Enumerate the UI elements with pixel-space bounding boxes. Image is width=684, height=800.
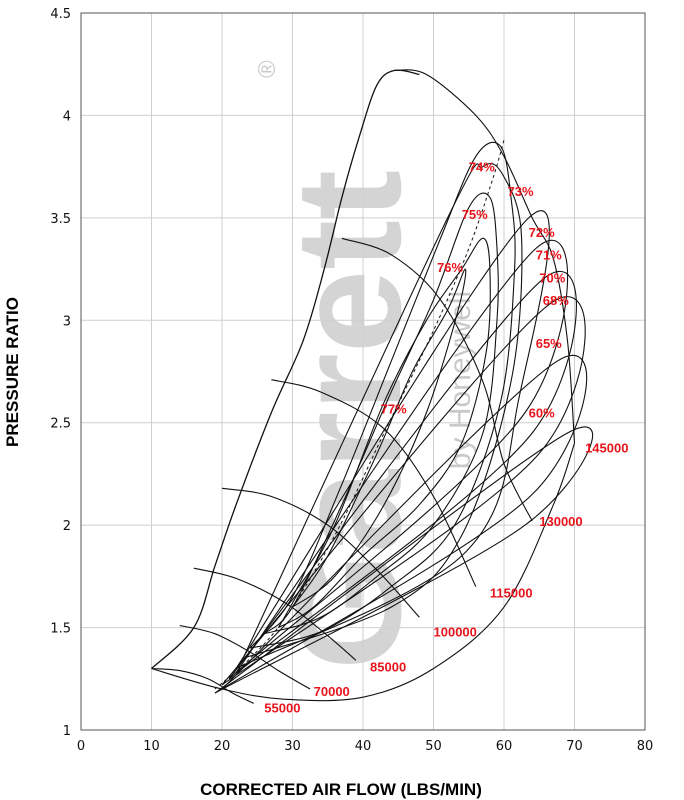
max-efficiency-path (214, 139, 505, 690)
speed-label-145000: 145000 (585, 440, 628, 455)
efficiency-label-77pct: 77% (381, 401, 407, 416)
axis-ticks: 0 10 20 30 40 50 60 70 80 1 1.5 2 2.5 3 3.5 4 4.5 (50, 7, 653, 754)
efficiency-label-70pct: 70% (539, 270, 565, 285)
x-tick-label: 50 (425, 739, 442, 754)
map-curves (151, 69, 594, 704)
speed-line-145000 (394, 69, 576, 444)
speed-label-115000: 115000 (490, 586, 533, 601)
y-tick-label: 1.5 (50, 622, 71, 637)
efficiency-label-71pct: 71% (536, 248, 562, 263)
x-axis-title: CORRECTED AIR FLOW (LBS/MIN) (200, 780, 482, 799)
efficiency-label-76pct: 76% (437, 260, 463, 275)
y-tick-label: 2 (63, 519, 71, 534)
x-tick-label: 0 (77, 739, 85, 754)
efficiency-island-65pct (221, 354, 588, 690)
speed-line-55000 (151, 667, 254, 704)
speed-line-85000 (193, 567, 357, 661)
x-tick-label: 30 (284, 739, 301, 754)
y-tick-label: 1 (63, 724, 71, 739)
speed-line-115000 (271, 379, 477, 587)
efficiency-island-77pct (292, 268, 467, 608)
y-tick-label: 3 (63, 314, 71, 329)
efficiency-island-73pct (242, 163, 523, 659)
x-tick-label: 60 (496, 739, 513, 754)
speed-label-130000: 130000 (539, 514, 582, 529)
efficiency-label-65pct: 65% (536, 336, 562, 351)
watermark-registered: ® (254, 60, 281, 78)
speed-line-70000 (179, 624, 311, 690)
map-labels: 55000 70000 85000 100000 115000 130000 145000 7… (264, 160, 628, 716)
speed-label-100000: 100000 (434, 625, 477, 640)
efficiency-label-74pct: 74% (469, 160, 495, 175)
y-tick-label: 4.5 (50, 7, 71, 22)
speed-line-100000 (221, 487, 420, 618)
y-tick-label: 4 (63, 109, 71, 124)
efficiency-island-60pct (214, 426, 594, 694)
efficiency-island-71pct (235, 239, 569, 674)
plot-frame (80, 12, 646, 731)
efficiency-island-76pct (277, 237, 491, 629)
efficiency-label-72pct: 72% (529, 225, 555, 240)
speed-label-85000: 85000 (370, 659, 406, 674)
x-tick-label: 70 (566, 739, 583, 754)
speed-label-70000: 70000 (314, 684, 350, 699)
speed-label-55000: 55000 (264, 700, 300, 715)
x-tick-label: 10 (143, 739, 160, 754)
efficiency-label-75pct: 75% (462, 207, 488, 222)
x-tick-label: 20 (214, 739, 231, 754)
efficiency-island-68pct (221, 296, 586, 686)
y-axis-title: PRESSURE RATIO (3, 297, 22, 447)
watermark-subtext: by Honeywell (444, 291, 477, 469)
efficiency-label-68pct: 68% (543, 293, 569, 308)
efficiency-island-70pct (228, 270, 577, 680)
x-tick-label: 80 (637, 739, 654, 754)
y-tick-label: 3.5 (50, 212, 71, 227)
efficiency-island-74pct (249, 141, 516, 649)
x-tick-label: 40 (355, 739, 372, 754)
efficiency-island-75pct (263, 192, 499, 635)
efficiency-label-73pct: 73% (508, 184, 534, 199)
choke-line (151, 443, 576, 702)
y-tick-label: 2.5 (50, 417, 71, 432)
efficiency-label-60pct: 60% (529, 405, 555, 420)
grid (80, 12, 646, 731)
speed-line-130000 (341, 237, 533, 522)
surge-line (151, 69, 420, 669)
